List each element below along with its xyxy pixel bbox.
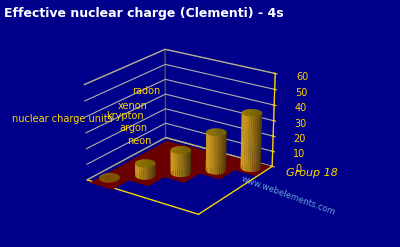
Text: Group 18: Group 18: [286, 168, 338, 178]
Text: argon: argon: [120, 124, 148, 133]
Text: neon: neon: [128, 136, 152, 146]
Text: krypton: krypton: [106, 111, 144, 121]
Text: xenon: xenon: [118, 101, 148, 111]
Text: nuclear charge units: nuclear charge units: [12, 114, 113, 124]
Text: www.webelements.com: www.webelements.com: [240, 174, 336, 217]
Text: radon: radon: [132, 86, 160, 96]
Text: Effective nuclear charge (Clementi) - 4s: Effective nuclear charge (Clementi) - 4s: [4, 7, 284, 21]
